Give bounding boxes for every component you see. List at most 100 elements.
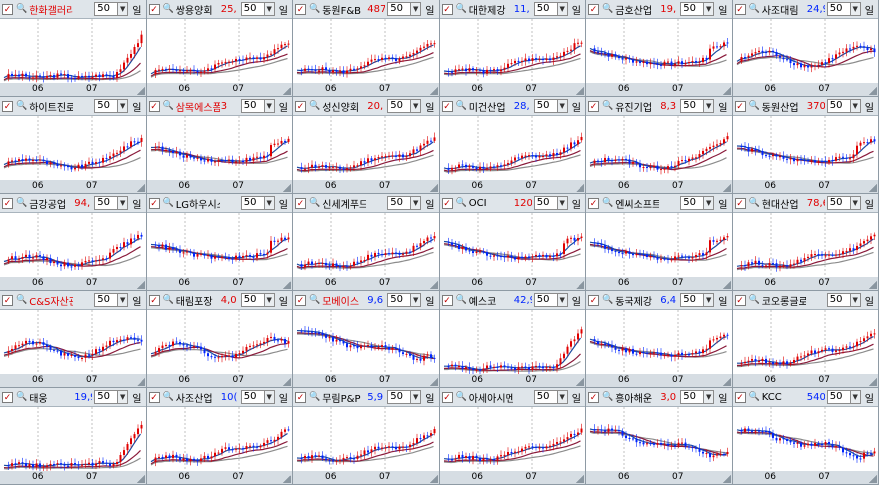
chevron-down-icon[interactable]: ▼ [411, 196, 422, 210]
price-chart[interactable] [0, 116, 146, 181]
resize-handle[interactable] [283, 378, 291, 386]
search-icon[interactable]: 🔍 [455, 101, 467, 111]
period-input[interactable]: 50 [533, 196, 558, 210]
select-checkbox[interactable]: ✓ [2, 294, 13, 306]
price-chart[interactable] [146, 19, 293, 84]
stock-name[interactable]: 동원산업 [761, 102, 799, 114]
search-icon[interactable]: 🔍 [748, 101, 760, 111]
period-input[interactable]: 50 [680, 390, 705, 404]
stock-name[interactable]: 성신양회 [322, 102, 360, 114]
stock-name[interactable]: 동원F&B [322, 5, 362, 17]
unit-label[interactable]: 일 [864, 393, 874, 405]
select-checkbox[interactable]: ✓ [441, 294, 453, 306]
search-icon[interactable]: 🔍 [602, 4, 614, 14]
price-chart[interactable] [0, 407, 146, 472]
stock-name[interactable]: 사조대림 [761, 5, 799, 17]
select-checkbox[interactable]: ✓ [295, 100, 306, 112]
resize-handle[interactable] [722, 87, 731, 95]
price-chart[interactable] [439, 310, 586, 375]
select-checkbox[interactable]: ✓ [148, 100, 160, 112]
stock-name[interactable]: 현대산업 [761, 199, 799, 211]
select-checkbox[interactable]: ✓ [2, 3, 13, 15]
unit-label[interactable]: 일 [425, 199, 435, 211]
chevron-down-icon[interactable]: ▼ [704, 99, 715, 113]
price-chart[interactable] [293, 19, 439, 84]
resize-handle[interactable] [722, 281, 731, 289]
price-chart[interactable] [586, 213, 732, 278]
search-icon[interactable]: 🔍 [16, 392, 28, 402]
select-checkbox[interactable]: ✓ [2, 100, 13, 112]
search-icon[interactable]: 🔍 [16, 198, 28, 208]
search-icon[interactable]: 🔍 [748, 295, 760, 305]
stock-chart-panel[interactable]: ✓ 🔍 삼목에스폼 3 50 ▼ 일 06 07 [146, 97, 293, 194]
stock-name[interactable]: KCC [761, 391, 782, 403]
search-icon[interactable]: 🔍 [309, 295, 321, 305]
search-icon[interactable]: 🔍 [162, 198, 174, 208]
unit-label[interactable]: 일 [278, 5, 288, 17]
select-checkbox[interactable]: ✓ [588, 294, 599, 306]
resize-handle[interactable] [283, 87, 291, 95]
resize-handle[interactable] [576, 184, 584, 192]
price-chart[interactable] [293, 116, 439, 181]
price-chart[interactable] [146, 407, 293, 472]
select-checkbox[interactable]: ✓ [295, 391, 306, 403]
unit-label[interactable]: 일 [278, 102, 288, 114]
stock-name[interactable]: 금강공업 [29, 199, 67, 211]
chevron-down-icon[interactable]: ▼ [264, 99, 275, 113]
period-input[interactable]: 50 [680, 99, 705, 113]
chevron-down-icon[interactable]: ▼ [557, 196, 568, 210]
resize-handle[interactable] [576, 378, 584, 386]
stock-name[interactable]: 모베이스 [322, 296, 360, 308]
period-input[interactable]: 50 [826, 99, 851, 113]
select-checkbox[interactable]: ✓ [588, 3, 599, 15]
search-icon[interactable]: 🔍 [16, 4, 28, 14]
resize-handle[interactable] [576, 475, 584, 483]
select-checkbox[interactable]: ✓ [295, 197, 306, 209]
select-checkbox[interactable]: ✓ [734, 294, 746, 306]
stock-name[interactable]: 무림P&P [322, 393, 361, 405]
unit-label[interactable]: 일 [278, 296, 288, 308]
chevron-down-icon[interactable]: ▼ [264, 196, 275, 210]
period-input[interactable]: 50 [94, 2, 119, 16]
select-checkbox[interactable]: ✓ [148, 391, 160, 403]
select-checkbox[interactable]: ✓ [588, 391, 599, 403]
search-icon[interactable]: 🔍 [455, 198, 467, 208]
resize-handle[interactable] [429, 475, 438, 483]
unit-label[interactable]: 일 [571, 199, 581, 211]
stock-name[interactable]: 삼목에스폼 [175, 102, 220, 114]
chevron-down-icon[interactable]: ▼ [264, 293, 275, 307]
chevron-down-icon[interactable]: ▼ [850, 293, 861, 307]
stock-chart-panel[interactable]: ✓ 🔍 사조산업 10(50 ▼ 일 06 07 [146, 388, 293, 485]
price-chart[interactable] [732, 407, 879, 472]
search-icon[interactable]: 🔍 [309, 198, 321, 208]
search-icon[interactable]: 🔍 [602, 392, 614, 402]
resize-handle[interactable] [722, 475, 731, 483]
resize-handle[interactable] [429, 378, 438, 386]
stock-name[interactable]: 신세계푸드 [322, 199, 367, 211]
price-chart[interactable] [146, 116, 293, 181]
search-icon[interactable]: 🔍 [16, 295, 28, 305]
stock-chart-panel[interactable]: ✓ 🔍 동국제강 6,4 50 ▼ 일 06 07 [586, 291, 733, 388]
chevron-down-icon[interactable]: ▼ [411, 390, 422, 404]
search-icon[interactable]: 🔍 [309, 4, 321, 14]
search-icon[interactable]: 🔍 [162, 295, 174, 305]
price-chart[interactable] [732, 116, 879, 181]
price-chart[interactable] [146, 213, 293, 278]
unit-label[interactable]: 일 [718, 199, 728, 211]
stock-chart-panel[interactable]: ✓ 🔍 모베이스 9,6 50 ▼ 일 06 07 [293, 291, 440, 388]
stock-chart-panel[interactable]: ✓ 🔍 금강공업 94, 50 ▼ 일 06 07 [0, 194, 147, 291]
unit-label[interactable]: 일 [718, 102, 728, 114]
resize-handle[interactable] [429, 184, 438, 192]
unit-label[interactable]: 일 [425, 393, 435, 405]
chevron-down-icon[interactable]: ▼ [118, 293, 129, 307]
stock-name[interactable]: 아세아시멘트 [468, 393, 513, 405]
period-input[interactable]: 50 [826, 293, 851, 307]
search-icon[interactable]: 🔍 [748, 198, 760, 208]
stock-chart-panel[interactable]: ✓ 🔍 무림P&P 5,9 50 ▼ 일 06 07 [293, 388, 440, 485]
select-checkbox[interactable]: ✓ [441, 197, 453, 209]
stock-chart-panel[interactable]: ✓ 🔍 엔씨소프트 50 ▼ 일 06 07 [586, 194, 733, 291]
stock-chart-panel[interactable]: ✓ 🔍 신세계푸드 50 ▼ 일 06 07 [293, 194, 440, 291]
chevron-down-icon[interactable]: ▼ [557, 390, 568, 404]
